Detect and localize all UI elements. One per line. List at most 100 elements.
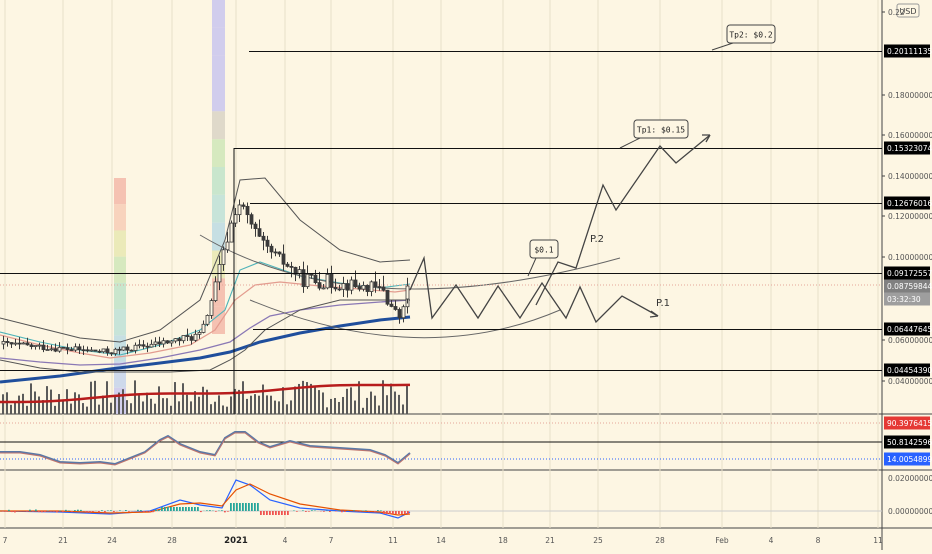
candle-body xyxy=(90,350,93,351)
macd-histogram-bar xyxy=(113,511,115,512)
macd-histogram-bar xyxy=(242,503,244,511)
macd-histogram-bar xyxy=(197,507,199,511)
volume-bar xyxy=(270,396,272,414)
volume-bar xyxy=(10,405,12,414)
candle-body xyxy=(406,286,409,299)
volume-bar xyxy=(158,386,160,414)
price-axis-label: 0.18000000 xyxy=(888,91,932,100)
volume-moving-average xyxy=(0,385,410,402)
candle-body xyxy=(230,223,233,242)
projection-path-p1 xyxy=(410,258,658,322)
macd-histogram-bar xyxy=(380,510,382,511)
candle-body xyxy=(66,348,69,350)
macd-histogram-bar xyxy=(257,503,259,511)
volume-bar xyxy=(82,403,84,414)
time-axis-label: 14 xyxy=(436,536,446,545)
volume-bar xyxy=(278,401,280,414)
time-axis-label: 11 xyxy=(388,536,398,545)
macd-histogram-bar xyxy=(104,511,106,512)
macd-histogram-bar xyxy=(296,511,298,512)
macd-histogram-bar xyxy=(65,510,67,511)
macd-histogram-bar xyxy=(353,510,355,511)
volume-bar xyxy=(258,396,260,414)
volume-bar xyxy=(98,405,100,414)
candle-body xyxy=(326,274,329,288)
volume-bar xyxy=(18,396,20,414)
macd-histogram-bar xyxy=(293,510,295,511)
candle-body xyxy=(358,287,361,289)
candle-body xyxy=(222,250,225,265)
candle-body xyxy=(330,274,333,287)
volume-bar xyxy=(86,407,88,414)
volume-bar xyxy=(250,396,252,414)
volume-bar xyxy=(166,398,168,414)
price-axis-label: 0.10000000 xyxy=(888,253,932,262)
volume-bar xyxy=(242,381,244,414)
time-axis-label: 2021 xyxy=(224,536,248,546)
macd-histogram-bar xyxy=(188,507,190,511)
macd-histogram-bar xyxy=(338,510,340,511)
indicator-bar-segment xyxy=(212,28,225,56)
projection-label-p1: P.1 xyxy=(656,298,670,309)
candle-body xyxy=(18,343,21,344)
price-badge-label: 0.12676016 xyxy=(887,199,932,208)
macd-histogram-bar xyxy=(191,507,193,511)
candle-body xyxy=(170,341,173,343)
price-badge-label: 0.20111135 xyxy=(887,47,932,56)
candle-body xyxy=(310,274,313,275)
volume-bar xyxy=(338,402,340,414)
macd-axis-label: 0.02000000 xyxy=(888,474,932,483)
price-badge-label: 0.04454390 xyxy=(887,366,932,375)
volume-bar xyxy=(130,403,132,414)
macd-axis-label: 0.00000000 xyxy=(888,507,932,516)
candle-body xyxy=(102,349,105,352)
price-axis-label: 0.12000000 xyxy=(888,212,932,221)
candle-body xyxy=(34,345,37,346)
candle-body xyxy=(46,350,49,351)
candle-body xyxy=(6,341,9,342)
macd-histogram-bar xyxy=(53,511,55,512)
volume-bar xyxy=(142,401,144,414)
volume-bar xyxy=(318,390,320,414)
macd-histogram-bar xyxy=(158,510,160,511)
macd-histogram-bar xyxy=(8,510,10,511)
time-axis-label: 7 xyxy=(3,536,8,545)
candle-body xyxy=(58,347,61,351)
candle-body xyxy=(190,337,193,341)
macd-histogram-bar xyxy=(383,511,385,514)
macd-histogram-bar xyxy=(314,510,316,511)
candle-body xyxy=(118,349,121,350)
volume-bar xyxy=(210,404,212,414)
macd-histogram-bar xyxy=(146,511,148,512)
indicator-bar-segment xyxy=(212,56,225,84)
candle-body xyxy=(374,282,377,287)
volume-bar xyxy=(374,396,376,414)
macd-line xyxy=(0,480,410,518)
macd-histogram-bar xyxy=(236,503,238,511)
candle-body xyxy=(314,275,317,282)
macd-histogram-bar xyxy=(5,511,7,512)
volume-bar xyxy=(154,404,156,414)
candle-body xyxy=(130,350,133,351)
candle-body xyxy=(398,309,401,317)
volume-bar xyxy=(138,396,140,414)
candle-body xyxy=(54,349,57,351)
time-axis-label: 7 xyxy=(329,536,334,545)
candle-body xyxy=(350,280,353,290)
macd-histogram-bar xyxy=(215,511,217,512)
macd-histogram-bar xyxy=(128,511,130,512)
macd-histogram-bar xyxy=(365,510,367,511)
callout-pointer xyxy=(620,138,640,148)
osc-badge-label: 14.00548993 xyxy=(887,455,932,464)
volume-bar xyxy=(370,392,372,414)
volume-bar xyxy=(174,382,176,414)
candle-body xyxy=(342,284,345,290)
candle-body xyxy=(162,341,165,344)
candle-body xyxy=(114,349,117,353)
callout-text: Tp1: $0.15 xyxy=(637,126,685,135)
time-axis-label: Feb xyxy=(715,536,729,545)
volume-bar xyxy=(110,403,112,414)
volume-bar xyxy=(286,404,288,414)
